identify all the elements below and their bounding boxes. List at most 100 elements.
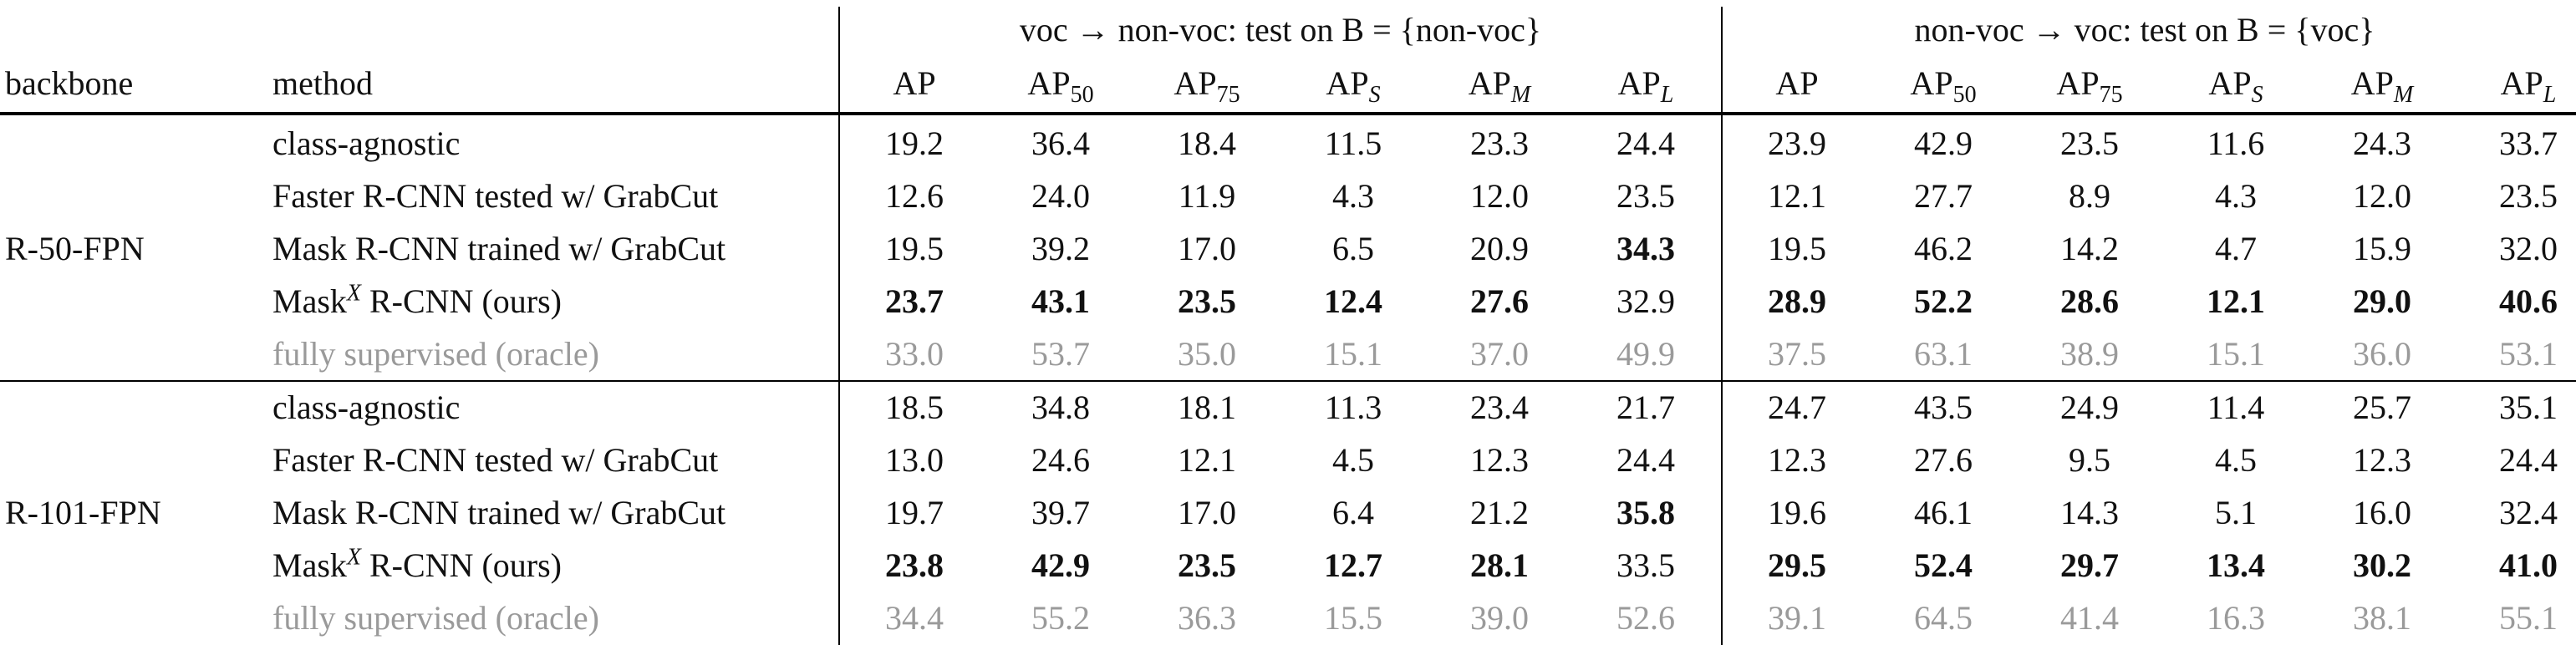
cell-value: 28.6 [2060,282,2119,320]
cell-value: 23.4 [1470,389,1529,426]
metric-subscript: 50 [1952,82,1977,108]
cell-value: 39.2 [1031,230,1090,267]
method: Faster R-CNN tested w/ GrabCut [272,177,719,215]
metric-subscript: S [1368,82,1381,108]
metric: AP [1910,64,1953,102]
cell-value: 11.6 [2207,124,2265,162]
method: MaskX R-CNN (ours) [272,277,562,327]
cell-value: 24.4 [1616,124,1675,162]
cell-value: 24.4 [1616,441,1675,479]
metric: AP [2208,64,2252,102]
metric: AP [2056,64,2100,102]
cell-value: 23.5 [2499,177,2558,215]
metric: AP [893,64,936,102]
column-header: APS [1326,58,1380,109]
method: fully supervised (oracle) [272,599,599,637]
backbone: R-101-FPN [5,494,161,531]
cell-value: 17.0 [1178,494,1236,531]
method: Mask R-CNN trained w/ GrabCut [272,230,726,267]
method-superscript: X [346,280,361,307]
cell-value: 24.0 [1031,177,1090,215]
method: Faster R-CNN tested w/ GrabCut [272,441,719,479]
cell-value: 55.1 [2499,599,2558,637]
cell-value: 6.4 [1332,494,1374,531]
section-rule [0,380,2576,382]
cell-value: 24.3 [2353,124,2411,162]
cell-value: 4.3 [2215,177,2257,215]
cell-value: 18.5 [885,389,944,426]
cell-value: 39.1 [1768,599,1826,637]
cell-value: 41.0 [2499,546,2558,584]
cell-value: 42.9 [1914,124,1973,162]
metric-subscript: L [1660,82,1674,108]
cell-value: 12.0 [2353,177,2411,215]
cell-value: 20.9 [1470,230,1529,267]
cell-value: 29.7 [2060,546,2119,584]
cell-value: 4.5 [1332,441,1374,479]
cell-value: 63.1 [1914,335,1973,373]
cell-value: 17.0 [1178,230,1236,267]
header-rule [0,112,2576,115]
cell-value: 46.1 [1914,494,1973,531]
cell-value: 23.3 [1470,124,1529,162]
cell-value: 64.5 [1914,599,1973,637]
cell-value: 52.2 [1914,282,1973,320]
cell-value: 19.6 [1768,494,1826,531]
cell-value: 33.7 [2499,124,2558,162]
cell-value: 11.5 [1324,124,1382,162]
cell-value: 33.0 [885,335,944,373]
cell-value: 21.2 [1470,494,1529,531]
column-header: AP75 [2056,58,2122,109]
metric-subscript: 75 [1216,82,1240,108]
metric-subscript: M [2393,82,2414,108]
cell-value: 36.0 [2353,335,2411,373]
cell-value: 34.3 [1616,230,1675,267]
cell-value: 18.4 [1178,124,1236,162]
cell-value: 38.1 [2353,599,2411,637]
method-rest: R-CNN (ours) [361,282,562,320]
cell-value: 11.3 [1324,389,1382,426]
cell-value: 19.5 [1768,230,1826,267]
header-backbone: backbone [5,64,134,102]
column-header: AP75 [1173,58,1240,109]
cell-value: 49.9 [1616,335,1675,373]
group-header: voc → non-voc: test on B = {non-voc} [1019,11,1542,48]
column-header: APM [1469,58,1530,109]
cell-value: 29.0 [2353,282,2411,320]
cell-value: 23.8 [885,546,944,584]
cell-value: 39.0 [1470,599,1529,637]
cell-value: 21.7 [1616,389,1675,426]
metric: AP [2500,64,2543,102]
cell-value: 32.0 [2499,230,2558,267]
cell-value: 12.7 [1324,546,1382,584]
cell-value: 46.2 [1914,230,1973,267]
cell-value: 35.8 [1616,494,1675,531]
method-base: Mask [272,546,347,584]
metric: AP [1617,64,1661,102]
cell-value: 15.5 [1324,599,1382,637]
column-header: AP [1775,58,1818,109]
metric-subscript: 75 [2099,82,2123,108]
column-header: APL [2501,58,2557,109]
metric: AP [1468,64,1511,102]
cell-value: 19.5 [885,230,944,267]
cell-value: 27.6 [1470,282,1529,320]
cell-value: 27.7 [1914,177,1973,215]
cell-value: 12.1 [2207,282,2265,320]
column-header: AP [893,58,935,109]
column-header: AP50 [1027,58,1093,109]
metric-subscript: S [2251,82,2263,108]
method: Mask R-CNN trained w/ GrabCut [272,494,726,531]
cell-value: 14.2 [2060,230,2119,267]
cell-value: 19.7 [885,494,944,531]
cell-value: 4.5 [2215,441,2257,479]
column-header: APM [2351,58,2413,109]
cell-value: 12.3 [2353,441,2411,479]
metric: AP [1027,64,1071,102]
cell-value: 30.2 [2353,546,2411,584]
cell-value: 6.5 [1332,230,1374,267]
cell-value: 11.4 [2207,389,2265,426]
cell-value: 34.8 [1031,389,1090,426]
cell-value: 23.5 [1178,546,1236,584]
